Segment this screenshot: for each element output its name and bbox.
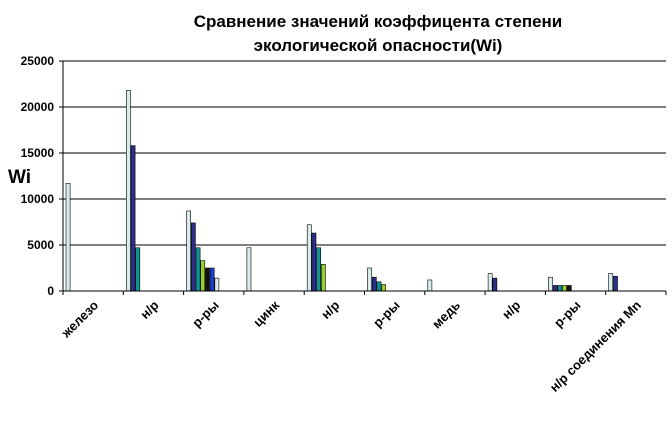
bar bbox=[376, 281, 382, 292]
x-tick-label: цинк bbox=[250, 297, 282, 329]
bar bbox=[246, 247, 252, 292]
bar bbox=[320, 264, 326, 292]
y-axis-label: Wi bbox=[8, 167, 31, 188]
bar bbox=[130, 145, 136, 292]
chart-title-line-1: Сравнение значений коэффицента степени bbox=[194, 12, 563, 31]
bar bbox=[367, 267, 372, 292]
bar bbox=[195, 247, 201, 292]
bar bbox=[316, 247, 322, 292]
y-tick-label: 25000 bbox=[21, 54, 55, 68]
bar bbox=[126, 90, 131, 292]
bar bbox=[487, 273, 493, 292]
bar bbox=[608, 273, 614, 292]
bar bbox=[200, 260, 206, 292]
bar bbox=[427, 279, 433, 292]
bar bbox=[306, 224, 312, 292]
bar bbox=[548, 276, 553, 292]
x-tick-label: р-ры bbox=[551, 298, 584, 331]
bar bbox=[381, 284, 387, 292]
y-tick-label: 5000 bbox=[27, 238, 54, 252]
bar bbox=[552, 285, 558, 292]
chart-title: Сравнение значений коэффицента степени э… bbox=[194, 12, 563, 55]
bar bbox=[205, 267, 210, 292]
bar bbox=[371, 276, 377, 292]
axes bbox=[59, 60, 667, 295]
x-tick-labels: железо н/р р-ры цинк н/р р-ры медь н/р р-рын/р с… bbox=[58, 297, 644, 395]
bars bbox=[65, 90, 618, 292]
bar bbox=[65, 183, 71, 292]
x-tick-label: н/р bbox=[499, 297, 523, 321]
bar bbox=[191, 222, 196, 292]
y-tick-label: 15000 bbox=[21, 146, 55, 160]
bar bbox=[186, 210, 192, 292]
bar bbox=[557, 285, 563, 292]
y-tick-labels: 0 5000 10000 15000 20000 25000 bbox=[21, 54, 55, 298]
bar bbox=[209, 267, 215, 292]
x-tick-label: р-ры bbox=[370, 298, 403, 331]
bar bbox=[562, 285, 567, 292]
bar bbox=[135, 247, 141, 292]
bar bbox=[311, 232, 317, 292]
bar bbox=[492, 277, 498, 292]
gridlines bbox=[63, 60, 666, 246]
chart-title-line-2: экологической опасности(Wi) bbox=[254, 36, 503, 55]
x-tick-label: медь bbox=[429, 298, 463, 332]
x-tick-label: железо bbox=[58, 297, 102, 341]
x-tick-label: р-ры bbox=[189, 298, 222, 331]
x-tick-label: н/р bbox=[318, 297, 342, 321]
bar bbox=[214, 277, 220, 292]
y-tick-label: 20000 bbox=[21, 100, 55, 114]
bar bbox=[613, 275, 618, 292]
y-tick-label: 0 bbox=[47, 284, 54, 298]
y-tick-label: 10000 bbox=[21, 192, 55, 206]
bar bbox=[566, 285, 572, 292]
x-tick-label: н/р bbox=[137, 297, 161, 321]
